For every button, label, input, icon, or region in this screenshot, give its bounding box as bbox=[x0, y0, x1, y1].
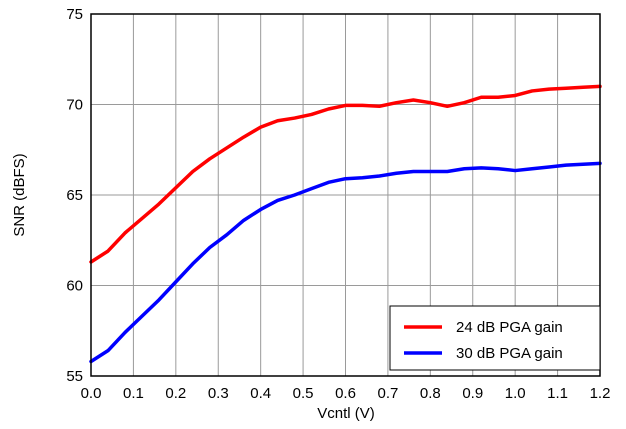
x-tick-label: 0.0 bbox=[81, 385, 102, 402]
x-tick-label: 1.1 bbox=[547, 385, 568, 402]
x-tick-label: 0.1 bbox=[123, 385, 144, 402]
y-tick-label: 65 bbox=[66, 187, 83, 204]
y-tick-label: 75 bbox=[66, 6, 83, 23]
series-layer bbox=[89, 84, 602, 364]
series-line-0 bbox=[89, 84, 602, 264]
x-tick-label: 0.5 bbox=[293, 385, 314, 402]
x-tick-label: 0.9 bbox=[462, 385, 483, 402]
x-tick-label: 0.3 bbox=[208, 385, 229, 402]
x-tick-label: 0.2 bbox=[165, 385, 186, 402]
legend-box bbox=[389, 305, 601, 371]
y-tick-label: 55 bbox=[66, 368, 83, 385]
y-tick-label: 60 bbox=[66, 278, 83, 295]
legend: 24 dB PGA gain 30 dB PGA gain bbox=[389, 305, 601, 371]
x-tick-label: 0.6 bbox=[335, 385, 356, 402]
x-tick-label: 0.8 bbox=[420, 385, 441, 402]
x-tick-label: 0.4 bbox=[250, 385, 271, 402]
x-tick-label: 1.2 bbox=[590, 385, 611, 402]
y-axis-label: SNR (dBFS) bbox=[11, 153, 28, 236]
plot-frame bbox=[90, 13, 601, 377]
x-axis-label: Vcntl (V) bbox=[317, 405, 375, 422]
x-tick-label: 0.7 bbox=[377, 385, 398, 402]
legend-label-30db: 30 dB PGA gain bbox=[456, 345, 563, 362]
legend-label-24db: 24 dB PGA gain bbox=[456, 319, 563, 336]
y-tick-label: 70 bbox=[66, 97, 83, 114]
series-line-1 bbox=[89, 161, 602, 364]
x-tick-label: 1.0 bbox=[505, 385, 526, 402]
tick-labels: 0.0 0.1 0.2 0.3 0.4 0.5 0.6 0.7 0.8 0.9 1.0 1.1 1.2 5… bbox=[66, 6, 610, 402]
